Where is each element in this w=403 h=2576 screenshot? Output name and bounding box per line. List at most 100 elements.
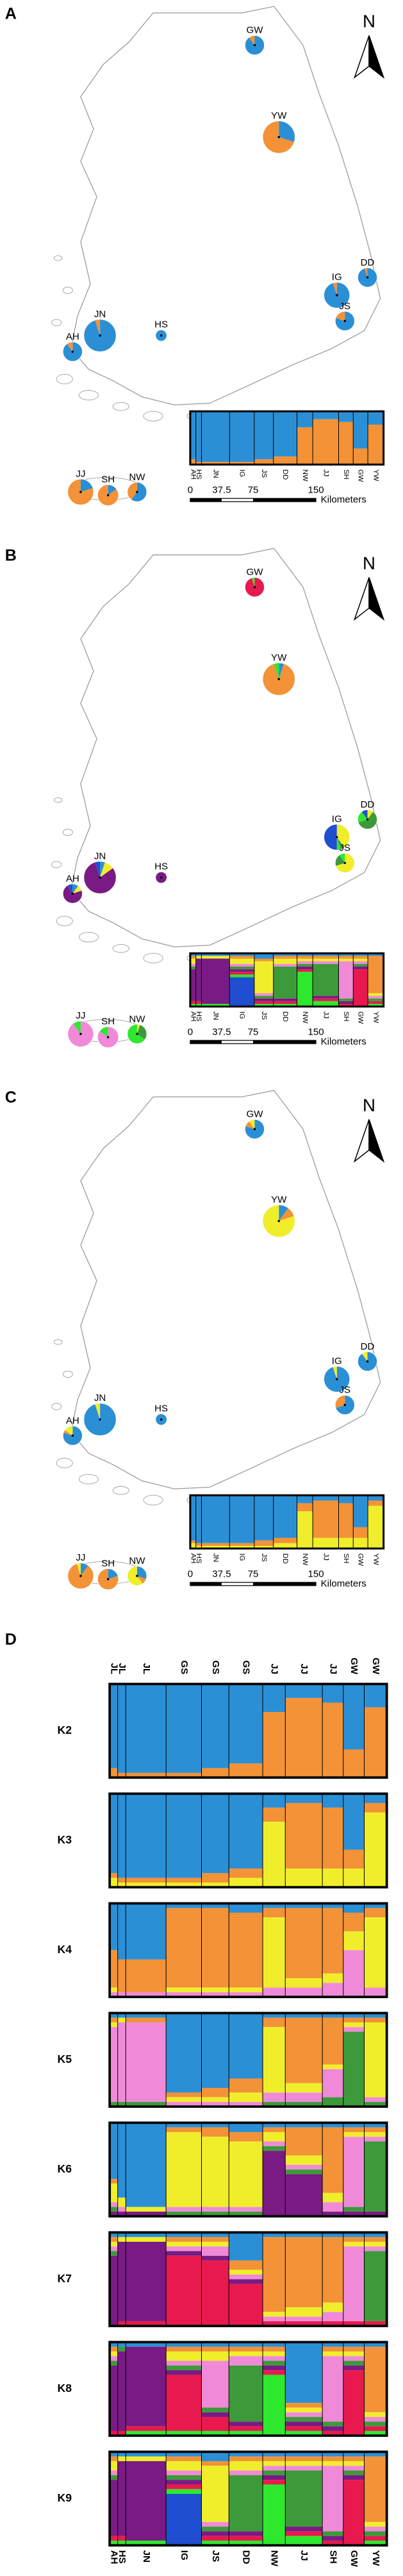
ancestry-segment: [195, 953, 202, 956]
north-label: N: [363, 553, 375, 573]
pie-outline: [334, 1394, 355, 1415]
ancestry-segment: [285, 2164, 323, 2170]
ancestry-segment: [263, 2375, 286, 2436]
ancestry-segment: [322, 2069, 343, 2097]
pie-outline: [83, 861, 117, 894]
ancestry-segment: [110, 2351, 118, 2357]
ancestry-segment: [297, 411, 313, 428]
ancestry-segment: [229, 2211, 263, 2217]
ancestry-segment: [285, 2321, 323, 2326]
pie-label: YW: [271, 1194, 287, 1205]
pie-slice: [95, 1403, 101, 1419]
ancestry-segment: [343, 2131, 365, 2137]
north-arrow: [368, 35, 385, 79]
inset-population-label: HS: [195, 1012, 202, 1022]
ancestry-segment: [364, 2141, 387, 2212]
ancestry-segment: [254, 958, 274, 962]
ancestry-segment: [353, 961, 368, 964]
ancestry-segment: [285, 1802, 323, 1869]
ancestry-segment: [110, 2183, 118, 2203]
ancestry-segment: [322, 2237, 343, 2303]
ancestry-segment: [229, 977, 254, 1007]
ancestry-segment: [368, 953, 384, 956]
plot-frame: [108, 2121, 388, 2218]
pie-label: JN: [94, 1393, 106, 1403]
ancestry-segment: [195, 462, 202, 465]
north-arrow: [353, 35, 370, 79]
pie-slice: [335, 1395, 345, 1408]
ancestry-segment: [364, 1802, 387, 1813]
ancestry-segment: [126, 2346, 167, 2427]
inset-population-label: NW: [301, 1012, 309, 1024]
plot-frame: [189, 410, 385, 466]
ancestry-segment: [322, 2127, 343, 2193]
ancestry-segment: [273, 411, 297, 457]
ancestry-segment: [364, 2131, 387, 2137]
ancestry-segment: [254, 996, 274, 999]
ancestry-segment: [110, 2461, 118, 2471]
ancestry-segment: [201, 1545, 230, 1549]
pie-outline: [62, 883, 83, 904]
ancestry-segment: [285, 2470, 323, 2527]
ancestry-segment: [338, 1495, 354, 1504]
ancestry-segment: [201, 1004, 230, 1007]
ancestry-segment: [229, 966, 254, 970]
population-label: GW: [349, 2550, 359, 2568]
ancestry-segment: [126, 2207, 167, 2212]
ancestry-segment: [263, 2370, 286, 2375]
ancestry-segment: [110, 2022, 118, 2028]
pie-outline: [245, 1119, 265, 1139]
pie-slice: [76, 1563, 81, 1576]
ancestry-segment: [368, 956, 384, 994]
pie-outline: [62, 341, 83, 362]
ancestry-segment: [353, 958, 368, 962]
inset-population-label: AH: [189, 470, 197, 480]
ancestry-segment: [166, 1793, 202, 1878]
ancestry-segment: [229, 2426, 263, 2431]
ancestry-segment: [201, 2097, 229, 2102]
pie-slice: [67, 342, 73, 352]
ancestry-segment: [110, 1877, 118, 1888]
inset-population-label: JS: [260, 1554, 268, 1563]
ancestry-segment: [195, 411, 202, 462]
ancestry-segment: [322, 2097, 343, 2107]
ancestry-segment: [229, 1992, 263, 1997]
ancestry-segment: [110, 2342, 118, 2347]
pie-outline: [67, 479, 94, 505]
ancestry-segment: [229, 2356, 263, 2366]
ancestry-segment: [229, 2141, 263, 2207]
ancestry-segment: [273, 966, 297, 999]
ancestry-segment: [201, 2237, 229, 2242]
ancestry-segment: [364, 2246, 387, 2251]
ancestry-segment: [285, 2101, 323, 2107]
population-label: NW: [269, 2550, 280, 2567]
ancestry-segment: [263, 2127, 286, 2132]
ancestry-segment: [322, 2430, 343, 2436]
ancestry-segment: [297, 963, 313, 967]
pie-slice: [72, 884, 79, 894]
ancestry-segment: [166, 2342, 202, 2347]
pie-label: SH: [101, 474, 115, 485]
ancestry-segment: [285, 1684, 323, 1699]
ancestry-segment: [263, 1917, 286, 1988]
ancestry-segment: [201, 2417, 229, 2431]
ancestry-segment: [313, 1495, 339, 1501]
ancestry-segment: [166, 1684, 202, 1773]
pie-label: JS: [340, 1385, 351, 1396]
ancestry-segment: [110, 2475, 118, 2480]
plot-frame: [108, 1902, 388, 1999]
ancestry-segment: [322, 2466, 343, 2532]
ancestry-segment: [285, 2461, 323, 2466]
ancestry-segment: [254, 411, 274, 459]
ancestry-segment: [285, 2466, 323, 2471]
ancestry-segment: [126, 2426, 167, 2431]
ancestry-segment: [117, 2430, 126, 2436]
ancestry-segment: [368, 996, 384, 999]
inset-population-label: YW: [372, 1554, 379, 1566]
pie-slice: [336, 837, 341, 851]
ancestry-segment: [110, 2430, 118, 2436]
ancestry-segment: [368, 1505, 384, 1549]
island: [56, 373, 73, 385]
ancestry-segment: [201, 2351, 229, 2361]
ancestry-segment: [195, 958, 202, 1001]
